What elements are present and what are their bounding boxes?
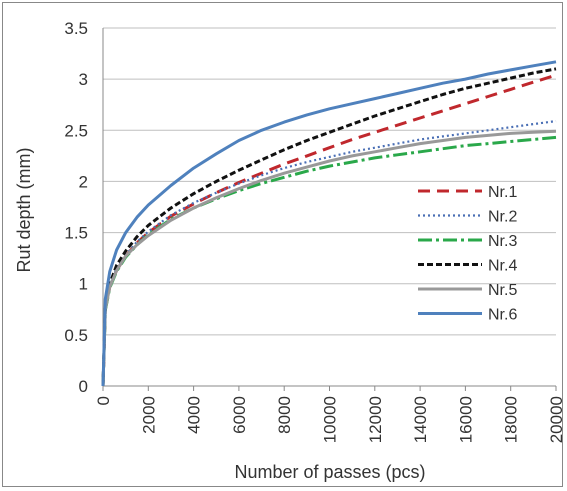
legend-label: Nr.5 — [488, 282, 517, 299]
x-tick-label: 4000 — [185, 396, 204, 434]
y-tick-label: 1.5 — [64, 224, 88, 243]
series-line-nr5 — [101, 129, 557, 387]
chart-frame — [2, 2, 563, 487]
x-tick-label: 8000 — [275, 396, 294, 434]
y-tick-label: 1 — [79, 275, 88, 294]
grid-lines — [103, 27, 556, 336]
legend-label: Nr.3 — [488, 233, 517, 250]
x-tick-label: 2000 — [139, 396, 158, 434]
tick-labels: 0 0.5 1 1.5 2 2.5 3 3.5 0 2000 4000 6000 8000 10000 12… — [64, 19, 566, 443]
x-axis-title: Number of passes (pcs) — [234, 462, 425, 482]
series-line-nr1 — [101, 73, 557, 387]
legend-label: Nr.4 — [488, 258, 517, 275]
x-tick-label: 12000 — [366, 396, 385, 443]
legend-label: Nr.1 — [488, 184, 517, 201]
y-tick-label: 2.5 — [64, 121, 88, 140]
x-tick-label: 0 — [94, 396, 113, 405]
y-tick-label: 0 — [79, 377, 88, 396]
x-tick-label: 20000 — [547, 396, 566, 443]
series-line-nr4 — [101, 67, 557, 387]
series-line-nr6 — [101, 60, 557, 387]
y-tick-label: 0.5 — [64, 326, 88, 345]
y-axis-title: Rut depth (mm) — [14, 147, 34, 272]
y-tick-label: 3.5 — [64, 19, 88, 38]
y-tick-label: 3 — [79, 70, 88, 89]
x-tick-label: 6000 — [230, 396, 249, 434]
legend-label: Nr.2 — [488, 209, 517, 226]
x-tick-label: 18000 — [502, 396, 521, 443]
x-tick-label: 14000 — [411, 396, 430, 443]
axes — [102, 28, 557, 391]
legend-label: Nr.6 — [488, 307, 517, 324]
x-tick-label: 16000 — [456, 396, 475, 443]
series-lines — [101, 60, 557, 387]
legend: Nr.1 Nr.2 Nr.3 Nr.4 Nr.5 Nr.6 — [418, 184, 517, 324]
x-tick-label: 10000 — [321, 396, 340, 443]
y-tick-label: 2 — [79, 172, 88, 191]
